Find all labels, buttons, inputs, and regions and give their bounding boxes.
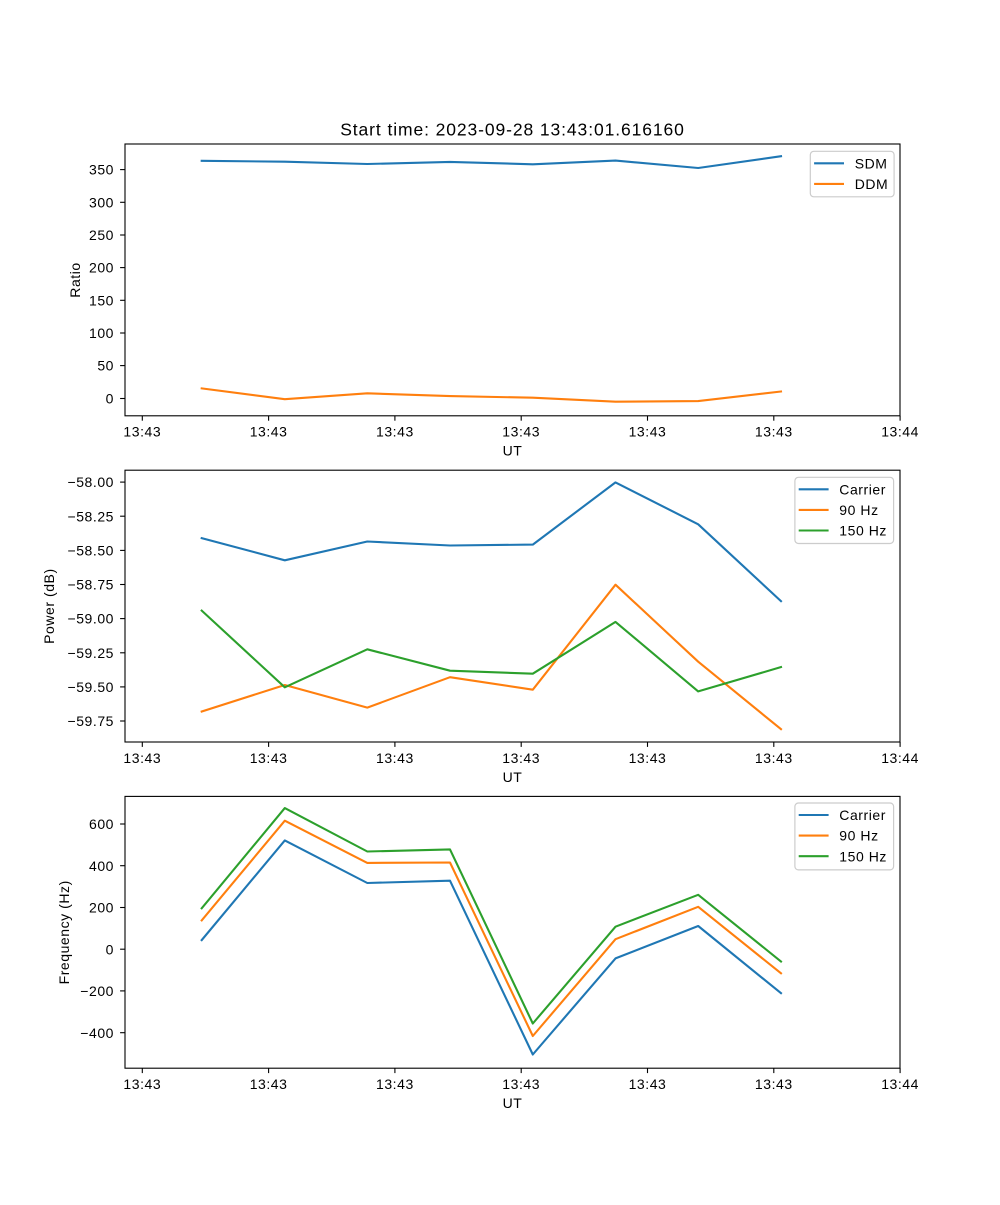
- svg-text:Power (dB): Power (dB): [41, 568, 57, 644]
- svg-text:DDM: DDM: [855, 176, 889, 192]
- svg-text:13:43: 13:43: [376, 750, 414, 766]
- svg-text:Frequency (Hz): Frequency (Hz): [56, 880, 72, 984]
- svg-text:UT: UT: [503, 443, 523, 459]
- svg-text:−59.50: −59.50: [67, 679, 114, 695]
- svg-text:90 Hz: 90 Hz: [839, 502, 878, 518]
- svg-text:Carrier: Carrier: [839, 807, 886, 823]
- svg-text:13:43: 13:43: [123, 1076, 161, 1092]
- svg-text:400: 400: [89, 858, 114, 874]
- svg-text:300: 300: [89, 194, 114, 210]
- svg-text:90 Hz: 90 Hz: [839, 828, 878, 844]
- svg-text:13:43: 13:43: [629, 750, 667, 766]
- svg-text:13:43: 13:43: [376, 424, 414, 440]
- svg-text:13:43: 13:43: [629, 1076, 667, 1092]
- svg-text:SDM: SDM: [855, 155, 888, 171]
- svg-text:13:43: 13:43: [755, 424, 793, 440]
- svg-text:13:43: 13:43: [123, 750, 161, 766]
- svg-text:−58.00: −58.00: [67, 474, 114, 490]
- svg-text:Carrier: Carrier: [839, 481, 886, 497]
- svg-text:50: 50: [97, 358, 114, 374]
- svg-text:350: 350: [89, 162, 114, 178]
- svg-text:0: 0: [106, 391, 114, 407]
- svg-text:150 Hz: 150 Hz: [839, 523, 887, 539]
- svg-text:13:44: 13:44: [881, 1076, 919, 1092]
- svg-text:−59.75: −59.75: [67, 713, 114, 729]
- svg-text:13:43: 13:43: [376, 1076, 414, 1092]
- svg-text:200: 200: [89, 260, 114, 276]
- svg-text:150: 150: [89, 292, 114, 308]
- svg-text:100: 100: [89, 325, 114, 341]
- svg-text:Start time: 2023-09-28 13:43:0: Start time: 2023-09-28 13:43:01.616160: [340, 120, 685, 140]
- svg-text:13:43: 13:43: [250, 750, 288, 766]
- svg-text:−59.25: −59.25: [67, 645, 114, 661]
- svg-text:13:43: 13:43: [250, 424, 288, 440]
- svg-text:UT: UT: [503, 1095, 523, 1111]
- svg-text:−200: −200: [80, 983, 114, 999]
- svg-text:−58.25: −58.25: [67, 508, 114, 524]
- svg-text:0: 0: [106, 941, 114, 957]
- svg-text:150 Hz: 150 Hz: [839, 848, 887, 864]
- svg-text:−58.50: −58.50: [67, 543, 114, 559]
- svg-text:200: 200: [89, 900, 114, 916]
- svg-text:UT: UT: [503, 769, 523, 785]
- svg-text:13:43: 13:43: [502, 750, 540, 766]
- svg-text:13:43: 13:43: [755, 1076, 793, 1092]
- svg-text:13:43: 13:43: [250, 1076, 288, 1092]
- svg-text:−59.00: −59.00: [67, 611, 114, 627]
- svg-text:13:44: 13:44: [881, 424, 919, 440]
- svg-text:13:43: 13:43: [502, 1076, 540, 1092]
- svg-text:−400: −400: [80, 1025, 114, 1041]
- svg-text:13:43: 13:43: [755, 750, 793, 766]
- svg-text:Ratio: Ratio: [67, 262, 83, 297]
- svg-text:13:43: 13:43: [502, 424, 540, 440]
- svg-text:13:43: 13:43: [123, 424, 161, 440]
- svg-text:13:44: 13:44: [881, 750, 919, 766]
- svg-text:600: 600: [89, 816, 114, 832]
- svg-text:−58.75: −58.75: [67, 577, 114, 593]
- svg-text:13:43: 13:43: [629, 424, 667, 440]
- svg-text:250: 250: [89, 227, 114, 243]
